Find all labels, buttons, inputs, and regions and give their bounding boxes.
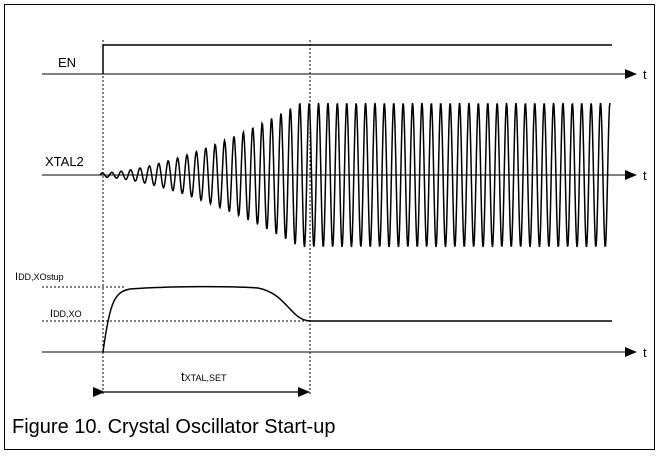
figure-caption: Figure 10. Crystal Oscillator Start-up (12, 416, 336, 438)
figure-frame (4, 4, 655, 450)
t-label-current: t (643, 345, 647, 360)
t-label-xtal2: t (643, 168, 647, 183)
current-waveform (102, 285, 612, 353)
interval-label: tXTAL,SET (181, 369, 227, 384)
idd-startup-label: IDD,XOstup (15, 271, 64, 283)
xtal2-label: XTAL2 (45, 154, 84, 169)
idd-xo-label: IDD,XO (50, 308, 82, 320)
en-label: EN (58, 55, 76, 70)
xtal2-waveform (99, 102, 611, 248)
t-label-en: t (643, 67, 647, 82)
en-waveform (102, 44, 612, 74)
